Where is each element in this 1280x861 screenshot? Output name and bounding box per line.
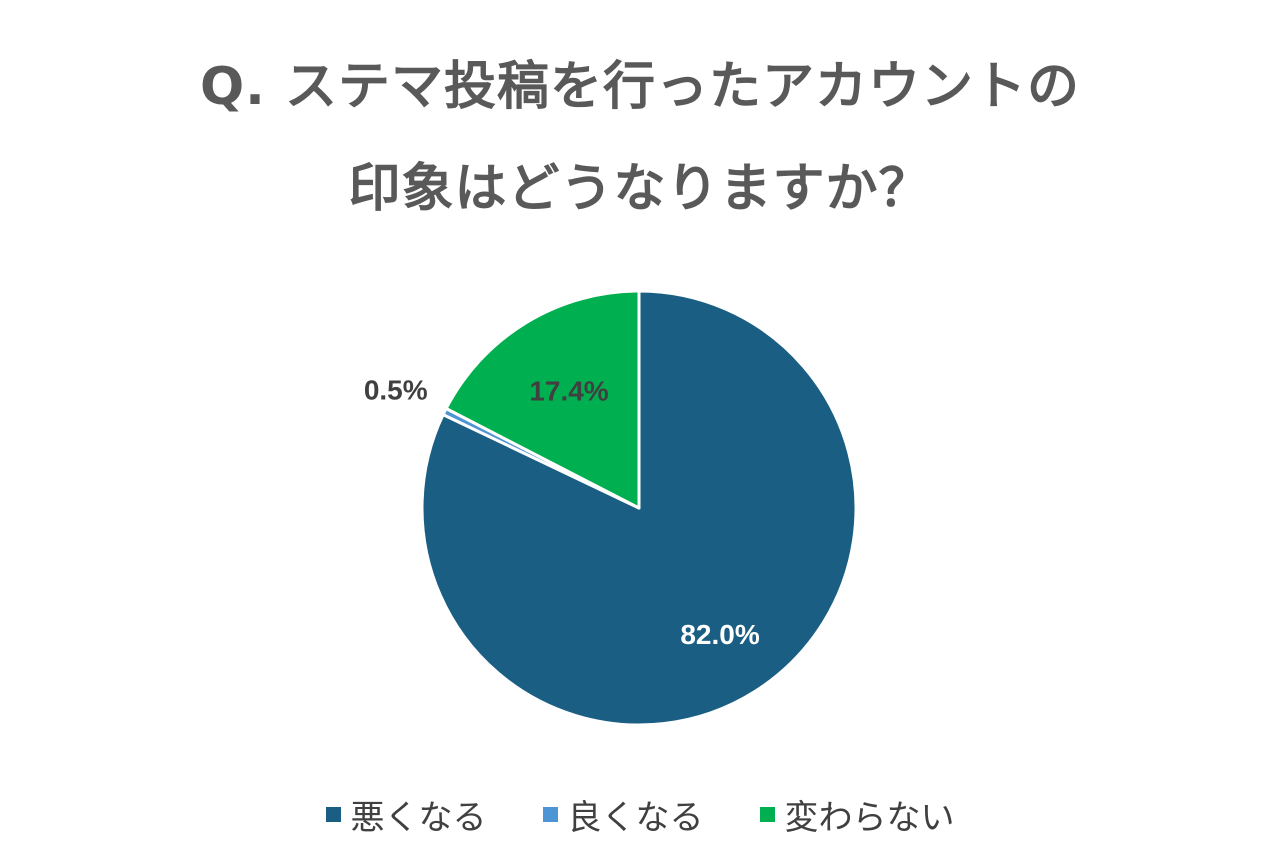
label-worse: 82.0%: [680, 619, 759, 650]
legend-label-worse: 悪くなる: [350, 798, 487, 838]
legend-item-better: 良くなる: [542, 790, 704, 839]
legend-swatch-worse: [325, 807, 341, 822]
legend-label-better: 良くなる: [567, 798, 704, 838]
legend-item-worse: 悪くなる: [325, 790, 487, 839]
legend-item-unchanged: 変わらない: [759, 790, 955, 839]
pie-slices: [420, 289, 858, 727]
legend: 悪くなる 良くなる 変わらない: [0, 790, 1280, 839]
chart-title-line-2: 印象はどうなりますか？: [348, 159, 932, 219]
legend-label-unchanged: 変わらない: [784, 798, 955, 838]
label-better: 0.5%: [364, 375, 428, 406]
legend-swatch-unchanged: [759, 807, 775, 822]
slice-unchanged: [444, 289, 641, 510]
chart-title-line-1: Q. ステマ投稿を行ったアカウントの: [199, 57, 1081, 117]
label-unchanged: 17.4%: [529, 375, 608, 406]
legend-swatch-better: [542, 807, 558, 822]
pie-data-labels: 82.0% 0.5% 17.4%: [364, 375, 760, 650]
